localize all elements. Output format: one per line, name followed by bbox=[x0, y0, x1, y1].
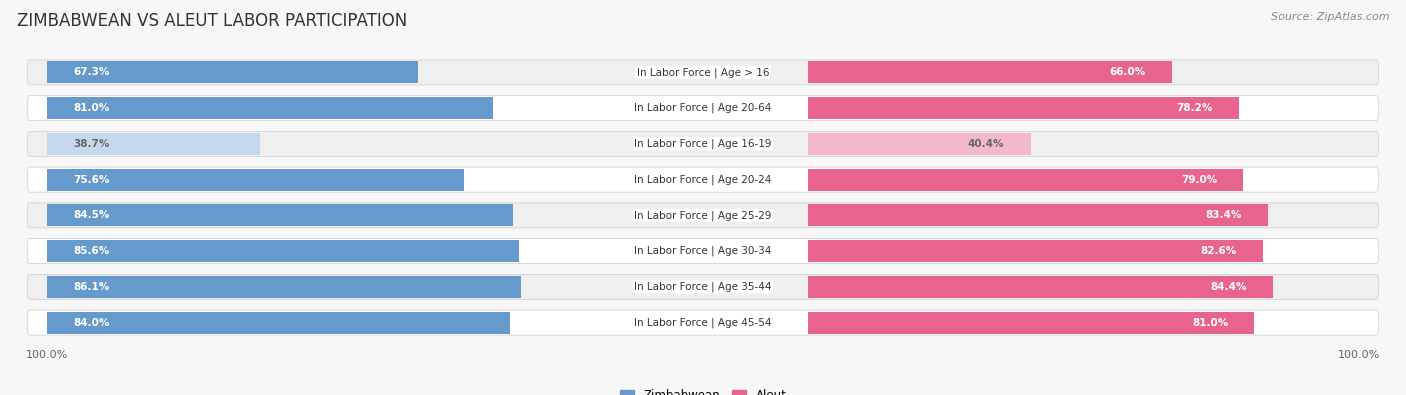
Text: 83.4%: 83.4% bbox=[1205, 211, 1241, 220]
Text: 75.6%: 75.6% bbox=[73, 175, 110, 184]
Text: In Labor Force | Age 20-64: In Labor Force | Age 20-64 bbox=[634, 103, 772, 113]
Bar bbox=[808, 276, 1274, 298]
Text: ZIMBABWEAN VS ALEUT LABOR PARTICIPATION: ZIMBABWEAN VS ALEUT LABOR PARTICIPATION bbox=[17, 12, 408, 30]
Text: 84.0%: 84.0% bbox=[73, 318, 110, 327]
Bar bbox=[808, 133, 1031, 155]
FancyBboxPatch shape bbox=[27, 275, 1379, 299]
Text: In Labor Force | Age 45-54: In Labor Force | Age 45-54 bbox=[634, 317, 772, 328]
Bar bbox=[808, 204, 1268, 226]
Text: 40.4%: 40.4% bbox=[967, 139, 1004, 149]
FancyBboxPatch shape bbox=[27, 167, 1379, 192]
Bar bbox=[46, 133, 260, 155]
Text: 84.4%: 84.4% bbox=[1211, 282, 1247, 292]
Text: In Labor Force | Age 16-19: In Labor Force | Age 16-19 bbox=[634, 139, 772, 149]
Text: 78.2%: 78.2% bbox=[1177, 103, 1213, 113]
Legend: Zimbabwean, Aleut: Zimbabwean, Aleut bbox=[614, 383, 792, 395]
Text: 84.5%: 84.5% bbox=[73, 211, 110, 220]
Text: 79.0%: 79.0% bbox=[1181, 175, 1218, 184]
Bar bbox=[46, 97, 494, 119]
Text: 67.3%: 67.3% bbox=[73, 68, 110, 77]
Bar bbox=[46, 312, 510, 334]
FancyBboxPatch shape bbox=[27, 60, 1379, 85]
Bar bbox=[46, 61, 418, 83]
Bar bbox=[808, 61, 1171, 83]
Text: 38.7%: 38.7% bbox=[73, 139, 110, 149]
FancyBboxPatch shape bbox=[27, 239, 1379, 263]
Bar bbox=[46, 276, 522, 298]
FancyBboxPatch shape bbox=[27, 203, 1379, 228]
Bar bbox=[46, 169, 464, 191]
Bar bbox=[808, 169, 1243, 191]
Text: 66.0%: 66.0% bbox=[1109, 68, 1146, 77]
Text: In Labor Force | Age 25-29: In Labor Force | Age 25-29 bbox=[634, 210, 772, 221]
Text: 85.6%: 85.6% bbox=[73, 246, 110, 256]
Bar bbox=[46, 204, 513, 226]
Text: In Labor Force | Age 20-24: In Labor Force | Age 20-24 bbox=[634, 174, 772, 185]
FancyBboxPatch shape bbox=[27, 132, 1379, 156]
Text: In Labor Force | Age 30-34: In Labor Force | Age 30-34 bbox=[634, 246, 772, 256]
Bar bbox=[46, 240, 519, 262]
Text: 86.1%: 86.1% bbox=[73, 282, 110, 292]
Bar bbox=[808, 240, 1263, 262]
Text: 81.0%: 81.0% bbox=[73, 103, 110, 113]
Text: Source: ZipAtlas.com: Source: ZipAtlas.com bbox=[1271, 12, 1389, 22]
Text: 82.6%: 82.6% bbox=[1201, 246, 1237, 256]
FancyBboxPatch shape bbox=[27, 310, 1379, 335]
Bar bbox=[808, 312, 1254, 334]
Text: 81.0%: 81.0% bbox=[1192, 318, 1229, 327]
Bar bbox=[808, 97, 1239, 119]
Text: In Labor Force | Age 35-44: In Labor Force | Age 35-44 bbox=[634, 282, 772, 292]
Text: In Labor Force | Age > 16: In Labor Force | Age > 16 bbox=[637, 67, 769, 78]
FancyBboxPatch shape bbox=[27, 96, 1379, 120]
